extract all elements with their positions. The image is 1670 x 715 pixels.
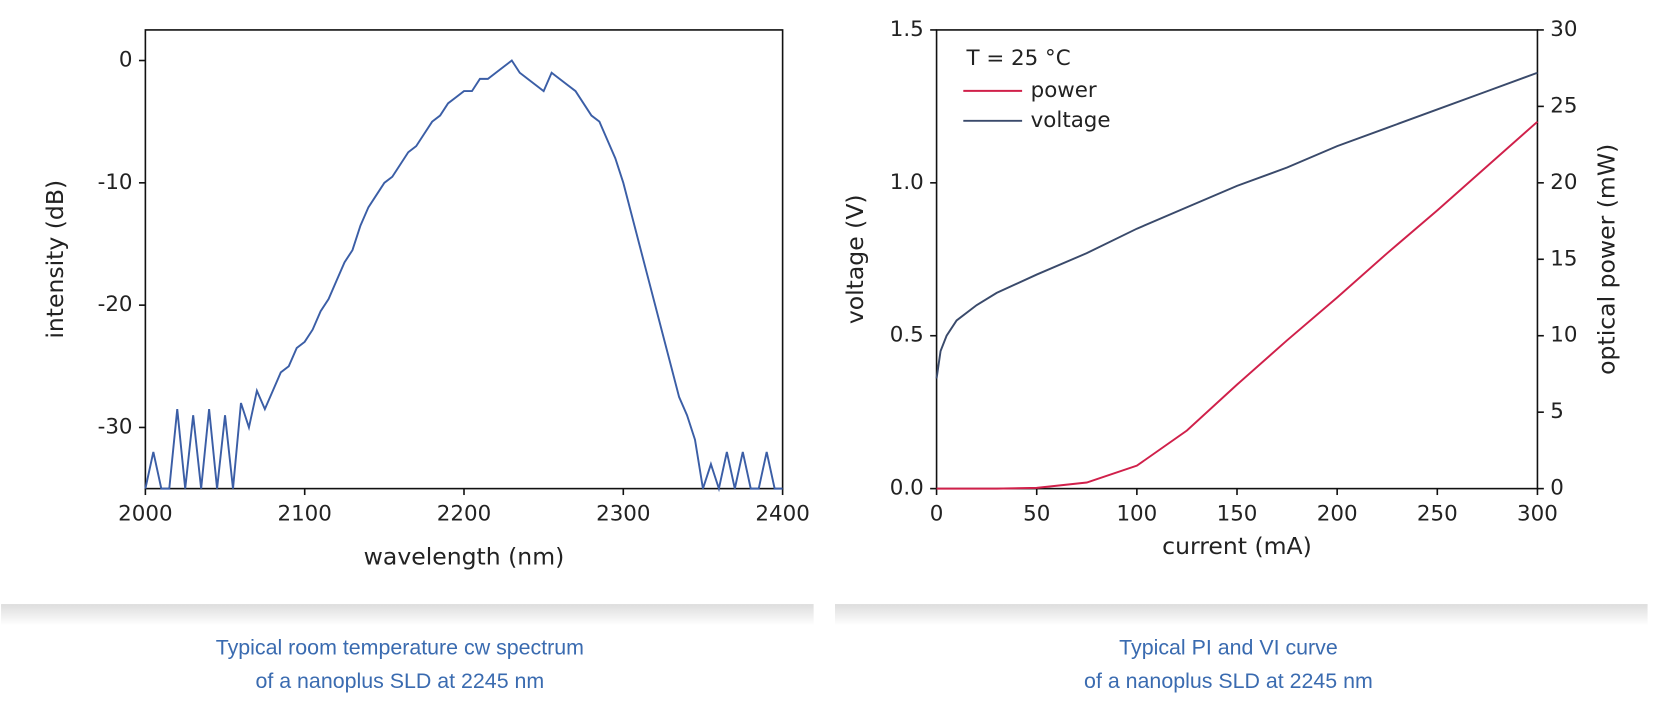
legend-label: voltage [1031, 108, 1111, 133]
plot-frame [144, 29, 784, 490]
legend-label: power [1031, 78, 1097, 103]
x-tick-label: 50 [1023, 501, 1050, 526]
x-tick-label: 200 [1317, 501, 1358, 526]
x-tick-label: 100 [1116, 501, 1157, 526]
x-tick-label: 300 [1517, 501, 1558, 526]
x-tick-label: 2200 [437, 501, 491, 526]
data-line [144, 59, 783, 493]
y-tick-label: 0.0 [890, 476, 924, 501]
x-tick-label: 150 [1217, 501, 1258, 526]
y2-tick-label: 5 [1550, 399, 1564, 424]
y-tick-label: -20 [98, 292, 133, 317]
x-tick-label: 2000 [118, 501, 172, 526]
x-tick-label: 2300 [596, 501, 650, 526]
y2-tick-label: 10 [1550, 323, 1577, 348]
y2-tick-label: 30 [1550, 17, 1577, 42]
shadow [835, 604, 1648, 626]
x-tick-label: 2400 [755, 501, 809, 526]
y2-tick-label: 15 [1550, 246, 1577, 271]
caption: Typical room temperature cw spectrum [216, 636, 584, 660]
y-axis-label: intensity (dB) [41, 180, 69, 339]
annotation: T = 25 °C [966, 46, 1071, 71]
y2-tick-label: 0 [1550, 476, 1564, 501]
y-tick-label: -30 [98, 414, 133, 439]
y-tick-label: 0 [119, 48, 133, 73]
plot-frame [935, 29, 1539, 490]
data-line [935, 71, 1538, 379]
caption: of a nanoplus SLD at 2245 nm [255, 669, 544, 693]
y2-tick-label: 25 [1550, 93, 1577, 118]
y-tick-label: 1.5 [890, 17, 924, 42]
caption: Typical PI and VI curve [1119, 636, 1338, 660]
data-line [936, 120, 1539, 490]
y-axis-label: voltage (V) [841, 194, 869, 324]
shadow [1, 604, 814, 626]
y-tick-label: 1.0 [890, 170, 924, 195]
y2-tick-label: 20 [1550, 170, 1577, 195]
x-axis-label: current (mA) [1162, 532, 1312, 560]
x-tick-label: 2100 [277, 501, 331, 526]
y-tick-label: 0.5 [890, 323, 924, 348]
x-axis-label: wavelength (nm) [364, 543, 565, 571]
x-tick-label: 250 [1417, 501, 1458, 526]
x-tick-label: 0 [930, 501, 944, 526]
caption: of a nanoplus SLD at 2245 nm [1084, 669, 1373, 693]
y2-axis-label: optical power (mW) [1593, 144, 1621, 375]
y-tick-label: -10 [98, 170, 133, 195]
